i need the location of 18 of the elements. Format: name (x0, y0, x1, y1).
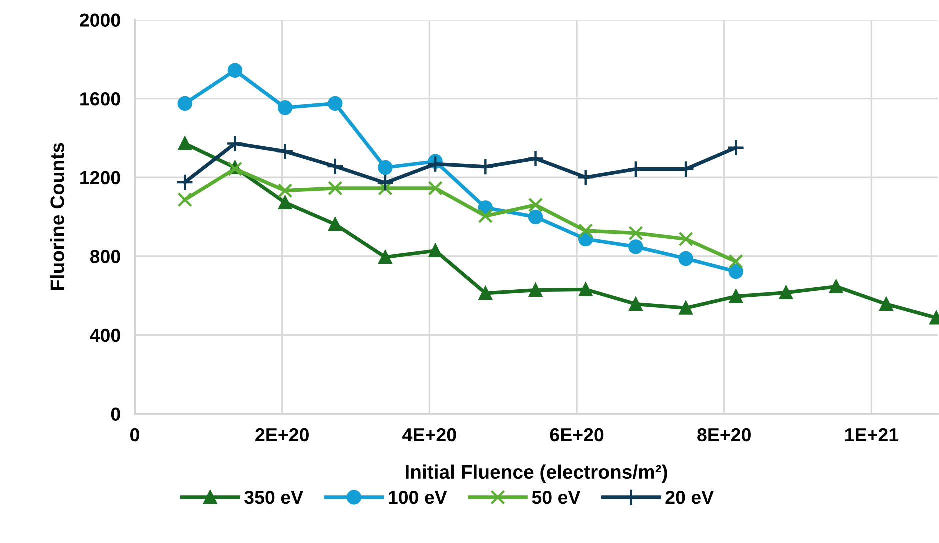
legend-label: 20 eV (666, 490, 714, 504)
x-tick-label: 8E+20 (698, 428, 751, 442)
x-axis-title: Initial Fluence (electrons/m²) (406, 464, 668, 483)
x-tick-label: 6E+20 (550, 428, 604, 442)
y-tick-label: 0 (111, 408, 120, 421)
legend-label: 100 eV (389, 490, 448, 504)
x-tick-label: 4E+20 (402, 428, 456, 442)
y-tick-label: 800 (90, 250, 120, 264)
y-tick-label: 1600 (80, 92, 120, 106)
legend-label: 350 eV (244, 490, 304, 504)
y-tick-label: 400 (90, 328, 120, 342)
y-axis-title: Fluorine Counts (50, 143, 64, 290)
y-tick-label: 2000 (80, 14, 120, 27)
y-tick-label: 1200 (80, 171, 120, 185)
legend-label: 50 eV (532, 490, 581, 504)
x-tick-label: 1E+21 (846, 428, 899, 442)
x-tick-label: 0 (130, 428, 140, 442)
x-tick-label: 2E+20 (256, 428, 309, 442)
